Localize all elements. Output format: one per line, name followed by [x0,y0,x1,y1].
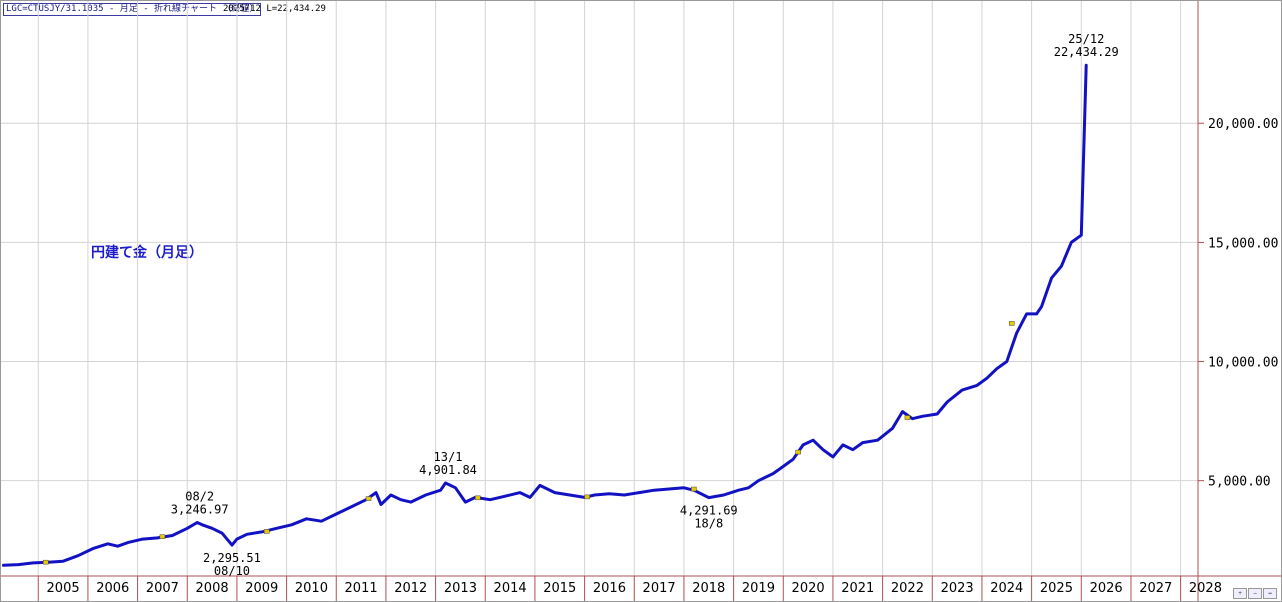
scroll-icon[interactable]: ↔ [1263,588,1277,599]
annotation-date: 08/10 [214,564,250,578]
x-tick-label: 2023 [941,581,974,596]
x-tick-label: 2021 [841,581,874,596]
annotation-date: 13/1 [434,450,463,464]
x-tick-label: 2012 [394,581,427,596]
x-tick-label: 2009 [245,581,278,596]
x-tick-label: 2027 [1139,581,1172,596]
chart-controls[interactable]: + − ↔ [1233,588,1277,599]
x-tick-label: 2013 [444,581,477,596]
x-tick-label: 2011 [345,581,378,596]
y-tick-label: 20,000.00 [1208,117,1278,132]
annotation-value: 3,246.97 [171,502,229,516]
price-series-line [2,63,1088,567]
latest-value-readout: 2025/12 L=22,434.29 [223,4,326,14]
data-marker [795,449,801,455]
data-marker [159,534,166,539]
data-marker [584,494,590,500]
marker-layer [42,321,1015,565]
x-tick-label: 2006 [96,581,129,596]
data-marker [904,415,911,420]
series-label: 円建て金（月足） [91,245,203,261]
annotation-value: 4,901.84 [419,463,477,477]
annotation-value: 2,295.51 [203,551,261,565]
data-marker [1008,321,1015,326]
price-line-layer [2,63,1088,567]
grid-lines [1,1,1198,576]
data-marker [365,496,372,501]
x-tick-label: 2016 [593,581,626,596]
annotation-value: 22,434.29 [1054,45,1119,59]
annotation-date: 18/8 [694,517,723,531]
x-tick-label: 2007 [146,581,179,596]
data-marker [691,486,697,492]
instrument-label[interactable]: LGC=CTUSJY/31.1035 - 月足 - 折れ線チャート （終値） [3,3,262,16]
y-tick-label: 5,000.00 [1208,475,1271,490]
x-tick-label: 2008 [196,581,229,596]
y-tick-label: 10,000.00 [1208,356,1278,371]
x-tick-label: 2025 [1040,581,1073,596]
annotation-value: 4,291.69 [680,504,738,518]
zoom-out-icon[interactable]: − [1248,588,1262,599]
data-marker [42,559,49,565]
y-tick-label: 15,000.00 [1208,236,1278,251]
x-tick-labels: 2005 2006 2007 2008 2009 2010 2011 2012 2013 2014… [47,581,1222,596]
x-tick-label: 2026 [1090,581,1123,596]
x-tick-label: 2020 [792,581,825,596]
x-tick-label: 2018 [692,581,725,596]
x-tick-label: 2010 [295,581,328,596]
x-tick-label: 2005 [47,581,80,596]
x-tick-label: 2017 [643,581,676,596]
zoom-in-icon[interactable]: + [1233,588,1247,599]
x-tick-label: 2024 [990,581,1023,596]
y-tick-labels: 5,000.00 10,000.00 15,000.00 20,000.00 [1208,117,1278,489]
data-marker [263,529,270,534]
x-tick-label: 2014 [494,581,527,596]
annotation-date: 08/2 [185,489,214,503]
x-tick-label: 2015 [543,581,576,596]
x-tick-label: 2028 [1189,581,1222,596]
x-tick-label: 2022 [891,581,924,596]
x-tick-label: 2019 [742,581,775,596]
annotation-date: 25/12 [1068,32,1104,46]
data-marker [475,495,481,501]
